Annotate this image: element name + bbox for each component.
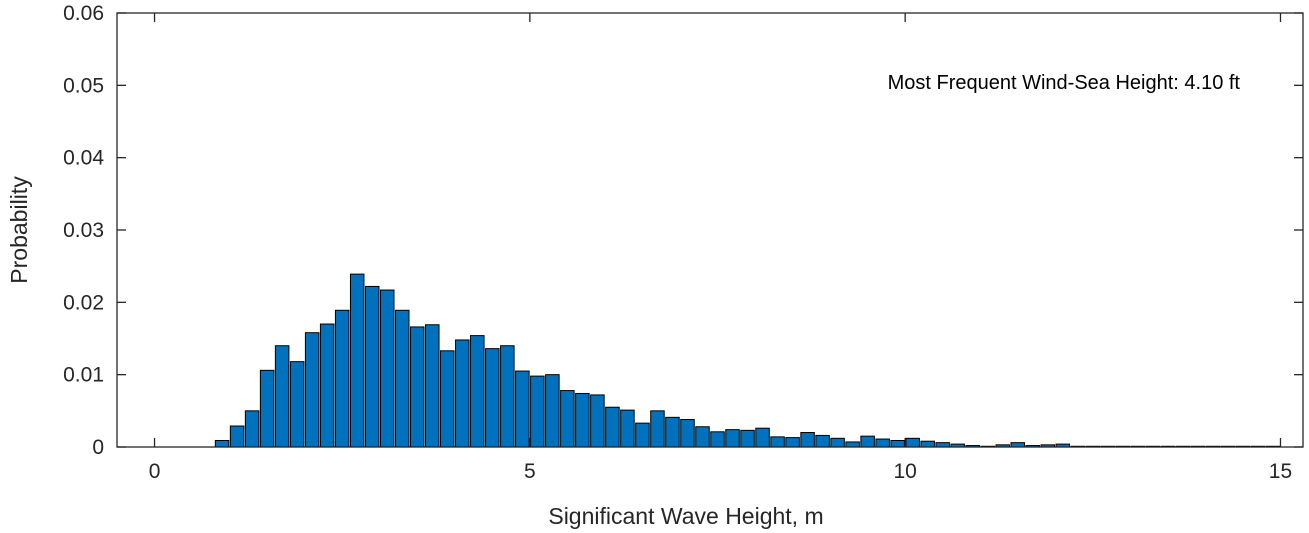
bar (290, 362, 304, 447)
bar (801, 433, 815, 447)
bar (305, 333, 319, 447)
bar (230, 426, 244, 447)
y-tick-label: 0 (92, 436, 104, 459)
bar (365, 286, 379, 447)
bar (591, 395, 605, 447)
bar (726, 430, 740, 447)
bar (546, 375, 560, 447)
bar (350, 274, 364, 447)
x-axis-label: Significant Wave Height, m (548, 503, 823, 529)
bar (471, 336, 485, 447)
bar (741, 430, 755, 447)
bar (771, 437, 785, 447)
bar (561, 391, 575, 447)
bar (486, 349, 500, 447)
bar (936, 443, 950, 447)
y-tick-label: 0.05 (63, 74, 104, 97)
y-axis-label: Probability (6, 176, 32, 284)
bar (681, 420, 695, 447)
bar (666, 417, 680, 447)
bar (891, 440, 905, 447)
bar (501, 346, 515, 447)
bar (245, 411, 259, 447)
bar (1011, 443, 1025, 447)
bar (426, 325, 440, 447)
bar (756, 428, 770, 447)
bar (380, 290, 394, 447)
bar (861, 436, 875, 447)
y-tick-label: 0.02 (63, 291, 104, 314)
bar (651, 411, 665, 447)
bar (516, 371, 530, 447)
bar (711, 432, 725, 447)
bar (621, 410, 635, 447)
y-tick-label: 0.06 (63, 2, 104, 25)
bar (260, 370, 274, 447)
bar (831, 438, 845, 447)
bars-group (215, 274, 1279, 447)
bar (531, 376, 545, 447)
bar (606, 407, 620, 447)
bar (335, 310, 349, 447)
x-tick-label: 5 (524, 460, 536, 483)
bar (786, 438, 800, 447)
y-tick-label: 0.03 (63, 219, 104, 242)
bar (320, 324, 334, 447)
y-tick-label: 0.04 (63, 147, 104, 170)
bar (921, 441, 935, 447)
x-tick-label: 10 (893, 460, 916, 483)
bar (846, 442, 860, 447)
bar (411, 327, 425, 447)
bar (441, 351, 455, 447)
annotation-text: Most Frequent Wind-Sea Height: 4.10 ft (888, 72, 1241, 94)
bar (696, 427, 710, 447)
x-tick-label: 15 (1269, 460, 1292, 483)
bar (576, 393, 590, 447)
bar (636, 423, 650, 447)
bar (456, 340, 470, 447)
y-tick-label: 0.01 (63, 364, 104, 387)
bar (876, 439, 890, 447)
bar (395, 310, 409, 447)
bar (816, 435, 830, 447)
x-tick-label: 0 (149, 460, 161, 483)
bar (906, 438, 920, 447)
bar (215, 440, 229, 447)
bar (275, 346, 289, 447)
